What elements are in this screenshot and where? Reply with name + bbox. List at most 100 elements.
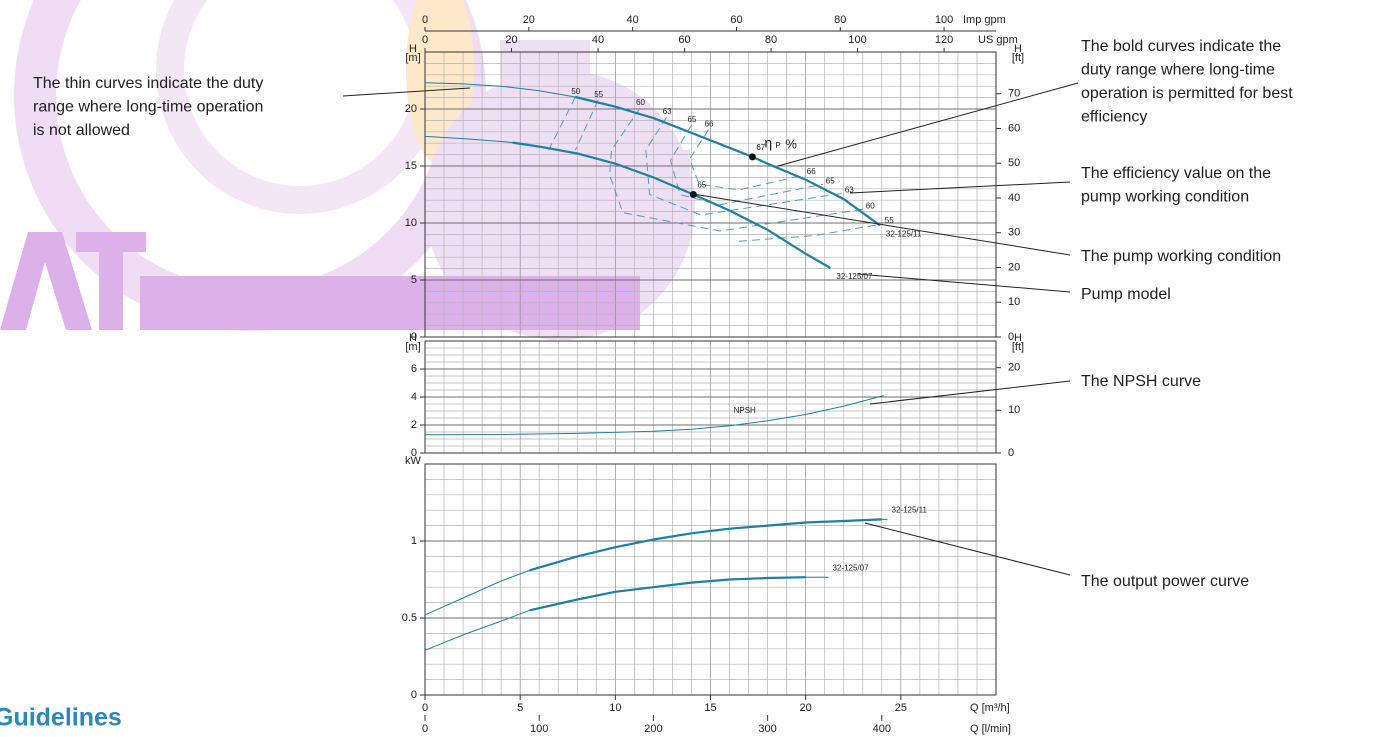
y2-tick-label: 10 bbox=[1008, 404, 1020, 416]
efficiency-symbol: η bbox=[764, 135, 772, 151]
watermark-letter bbox=[99, 232, 123, 330]
annotation-text: The NPSH curve bbox=[1081, 373, 1201, 390]
plot-frame bbox=[424, 340, 997, 454]
efficiency-curve bbox=[645, 116, 842, 216]
y-tick-label: 4 bbox=[411, 391, 417, 403]
curve-bold-segment bbox=[512, 141, 831, 269]
curve-label: 32-125/07 bbox=[836, 272, 873, 281]
annotation-text: The output power curve bbox=[1081, 573, 1249, 590]
efficiency-label: 66 bbox=[705, 120, 714, 129]
leader-line bbox=[857, 273, 1071, 293]
annotation-text: The efficiency value on the bbox=[1081, 165, 1271, 182]
y-axis-label: kW bbox=[405, 455, 422, 467]
efficiency-label: 50 bbox=[571, 87, 580, 96]
y2-tick-label: 60 bbox=[1008, 122, 1020, 134]
top-tick-label: 60 bbox=[678, 34, 690, 46]
top-tick-label: 40 bbox=[627, 14, 639, 26]
y2-axis-label: H bbox=[1014, 332, 1022, 344]
x-tick-label: 20 bbox=[800, 702, 812, 714]
y-tick-label: 5 bbox=[411, 274, 417, 286]
y-tick-label: 10 bbox=[405, 217, 417, 229]
annotation-text: duty range where long-time bbox=[1081, 62, 1275, 79]
curve-label: NPSH bbox=[734, 406, 756, 415]
efficiency-label: 60 bbox=[636, 98, 645, 107]
x2-axis-label: Q [l/min] bbox=[970, 723, 1011, 735]
x2-tick-label: 400 bbox=[873, 723, 891, 735]
top-tick-label: 100 bbox=[935, 14, 953, 26]
y2-tick-label: 0 bbox=[1008, 331, 1014, 343]
efficiency-label: 65 bbox=[826, 176, 835, 185]
curve bbox=[424, 395, 884, 436]
top-axis-label: US gpm bbox=[978, 34, 1018, 46]
top-tick-label: 40 bbox=[592, 34, 604, 46]
watermark-gear bbox=[425, 70, 695, 340]
top-tick-label: 20 bbox=[523, 14, 535, 26]
efficiency-label: 60 bbox=[866, 201, 875, 210]
y2-tick-label: 50 bbox=[1008, 157, 1020, 169]
plot-frame bbox=[424, 51, 997, 338]
x2-tick-label: 200 bbox=[644, 723, 662, 735]
efficiency-label: 65 bbox=[687, 115, 696, 124]
watermark-gear-tooth bbox=[500, 40, 590, 85]
top-tick-label: 80 bbox=[765, 34, 777, 46]
top-tick-label: 0 bbox=[422, 14, 428, 26]
point-label: 65 bbox=[697, 181, 706, 190]
y2-axis-unit: [ft] bbox=[1012, 52, 1024, 64]
top-tick-label: 120 bbox=[935, 34, 953, 46]
annotation-text: is not allowed bbox=[33, 122, 130, 139]
efficiency-curve bbox=[609, 107, 863, 232]
y-tick-label: 0 bbox=[411, 447, 417, 459]
efficiency-curve bbox=[574, 99, 882, 242]
x-tick-label: 10 bbox=[609, 702, 621, 714]
efficiency-label: 63 bbox=[845, 185, 854, 194]
efficiency-label: 55 bbox=[594, 90, 603, 99]
y-tick-label: 0 bbox=[411, 689, 417, 701]
x-tick-label: 25 bbox=[895, 702, 907, 714]
efficiency-curve bbox=[689, 129, 804, 191]
curve-bold-segment bbox=[575, 95, 881, 227]
curve-bold-segment bbox=[529, 518, 882, 572]
efficiency-unit: % bbox=[785, 136, 797, 151]
efficiency-subscript: P bbox=[775, 141, 780, 150]
y2-tick-label: 40 bbox=[1008, 192, 1020, 204]
annotation-text: The pump working condition bbox=[1081, 248, 1281, 265]
watermark-letter bbox=[0, 232, 92, 330]
efficiency-curve bbox=[669, 124, 823, 206]
x-tick-label: 5 bbox=[517, 702, 523, 714]
x2-tick-label: 300 bbox=[758, 723, 776, 735]
y2-tick-label: 20 bbox=[1008, 261, 1020, 273]
y2-tick-label: 30 bbox=[1008, 227, 1020, 239]
x-tick-label: 0 bbox=[422, 702, 428, 714]
y2-tick-label: 0 bbox=[1008, 447, 1014, 459]
y2-tick-label: 10 bbox=[1008, 296, 1020, 308]
leader-line bbox=[342, 87, 471, 97]
curve bbox=[424, 518, 888, 616]
top-tick-label: 100 bbox=[848, 34, 866, 46]
point-label: 67 bbox=[756, 143, 765, 152]
operating-point bbox=[748, 153, 756, 161]
watermark bbox=[0, 0, 695, 340]
leader-line bbox=[692, 193, 1071, 256]
panel: 0 0.5 1 kW 0 5 10 15 20 25 Q [m³/h] 0 100 200 300 400 Q … bbox=[402, 455, 1011, 735]
curve-label: 32-125/07 bbox=[833, 563, 870, 572]
curve-bold-segment bbox=[529, 576, 806, 612]
top-tick-label: 20 bbox=[505, 34, 517, 46]
annotation-text: range where long-time operation bbox=[33, 99, 263, 116]
y-tick-label: 0.5 bbox=[402, 612, 417, 624]
top-tick-label: 0 bbox=[422, 34, 428, 46]
efficiency-label: 63 bbox=[663, 107, 672, 116]
x-axis-label: Q [m³/h] bbox=[970, 702, 1010, 714]
annotation-text: efficiency bbox=[1081, 109, 1147, 126]
y-tick-label: 1 bbox=[411, 535, 417, 547]
y-tick-label: 2 bbox=[411, 419, 417, 431]
y-tick-label: 15 bbox=[405, 160, 417, 172]
top-tick-label: 60 bbox=[730, 14, 742, 26]
y-axis-label: H bbox=[409, 43, 417, 55]
annotation-text: pump working condition bbox=[1081, 189, 1249, 206]
leader-line bbox=[864, 522, 1071, 576]
annotation-text: operation is permitted for best bbox=[1081, 85, 1293, 102]
y-axis-label: H bbox=[409, 332, 417, 344]
